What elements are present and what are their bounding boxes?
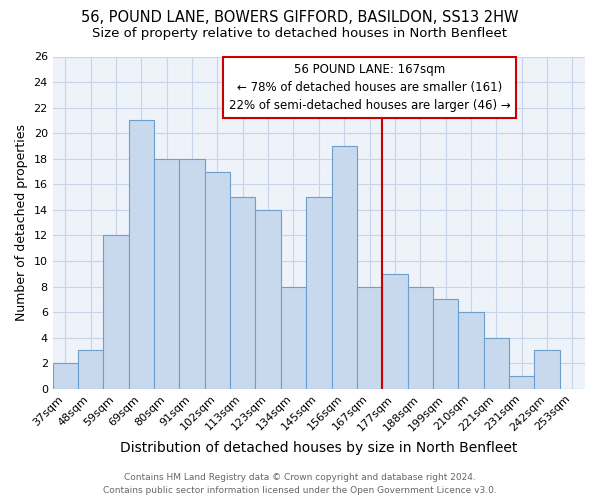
Bar — [382, 274, 407, 389]
Bar — [179, 159, 205, 389]
Y-axis label: Number of detached properties: Number of detached properties — [15, 124, 28, 321]
Bar — [256, 210, 281, 389]
Text: 56 POUND LANE: 167sqm
← 78% of detached houses are smaller (161)
22% of semi-det: 56 POUND LANE: 167sqm ← 78% of detached … — [229, 63, 511, 112]
Bar — [129, 120, 154, 389]
Bar — [484, 338, 509, 389]
Bar — [458, 312, 484, 389]
Bar — [154, 159, 179, 389]
Bar — [281, 286, 306, 389]
Text: Contains HM Land Registry data © Crown copyright and database right 2024.
Contai: Contains HM Land Registry data © Crown c… — [103, 474, 497, 495]
Bar — [407, 286, 433, 389]
Bar — [78, 350, 103, 389]
Bar — [332, 146, 357, 389]
Bar — [53, 364, 78, 389]
Text: 56, POUND LANE, BOWERS GIFFORD, BASILDON, SS13 2HW: 56, POUND LANE, BOWERS GIFFORD, BASILDON… — [81, 10, 519, 25]
Bar — [230, 197, 256, 389]
Bar — [103, 236, 129, 389]
Bar — [306, 197, 332, 389]
Bar — [205, 172, 230, 389]
Bar — [357, 286, 382, 389]
Bar — [535, 350, 560, 389]
Bar — [433, 300, 458, 389]
Text: Size of property relative to detached houses in North Benfleet: Size of property relative to detached ho… — [92, 28, 508, 40]
Bar — [509, 376, 535, 389]
X-axis label: Distribution of detached houses by size in North Benfleet: Distribution of detached houses by size … — [120, 441, 518, 455]
